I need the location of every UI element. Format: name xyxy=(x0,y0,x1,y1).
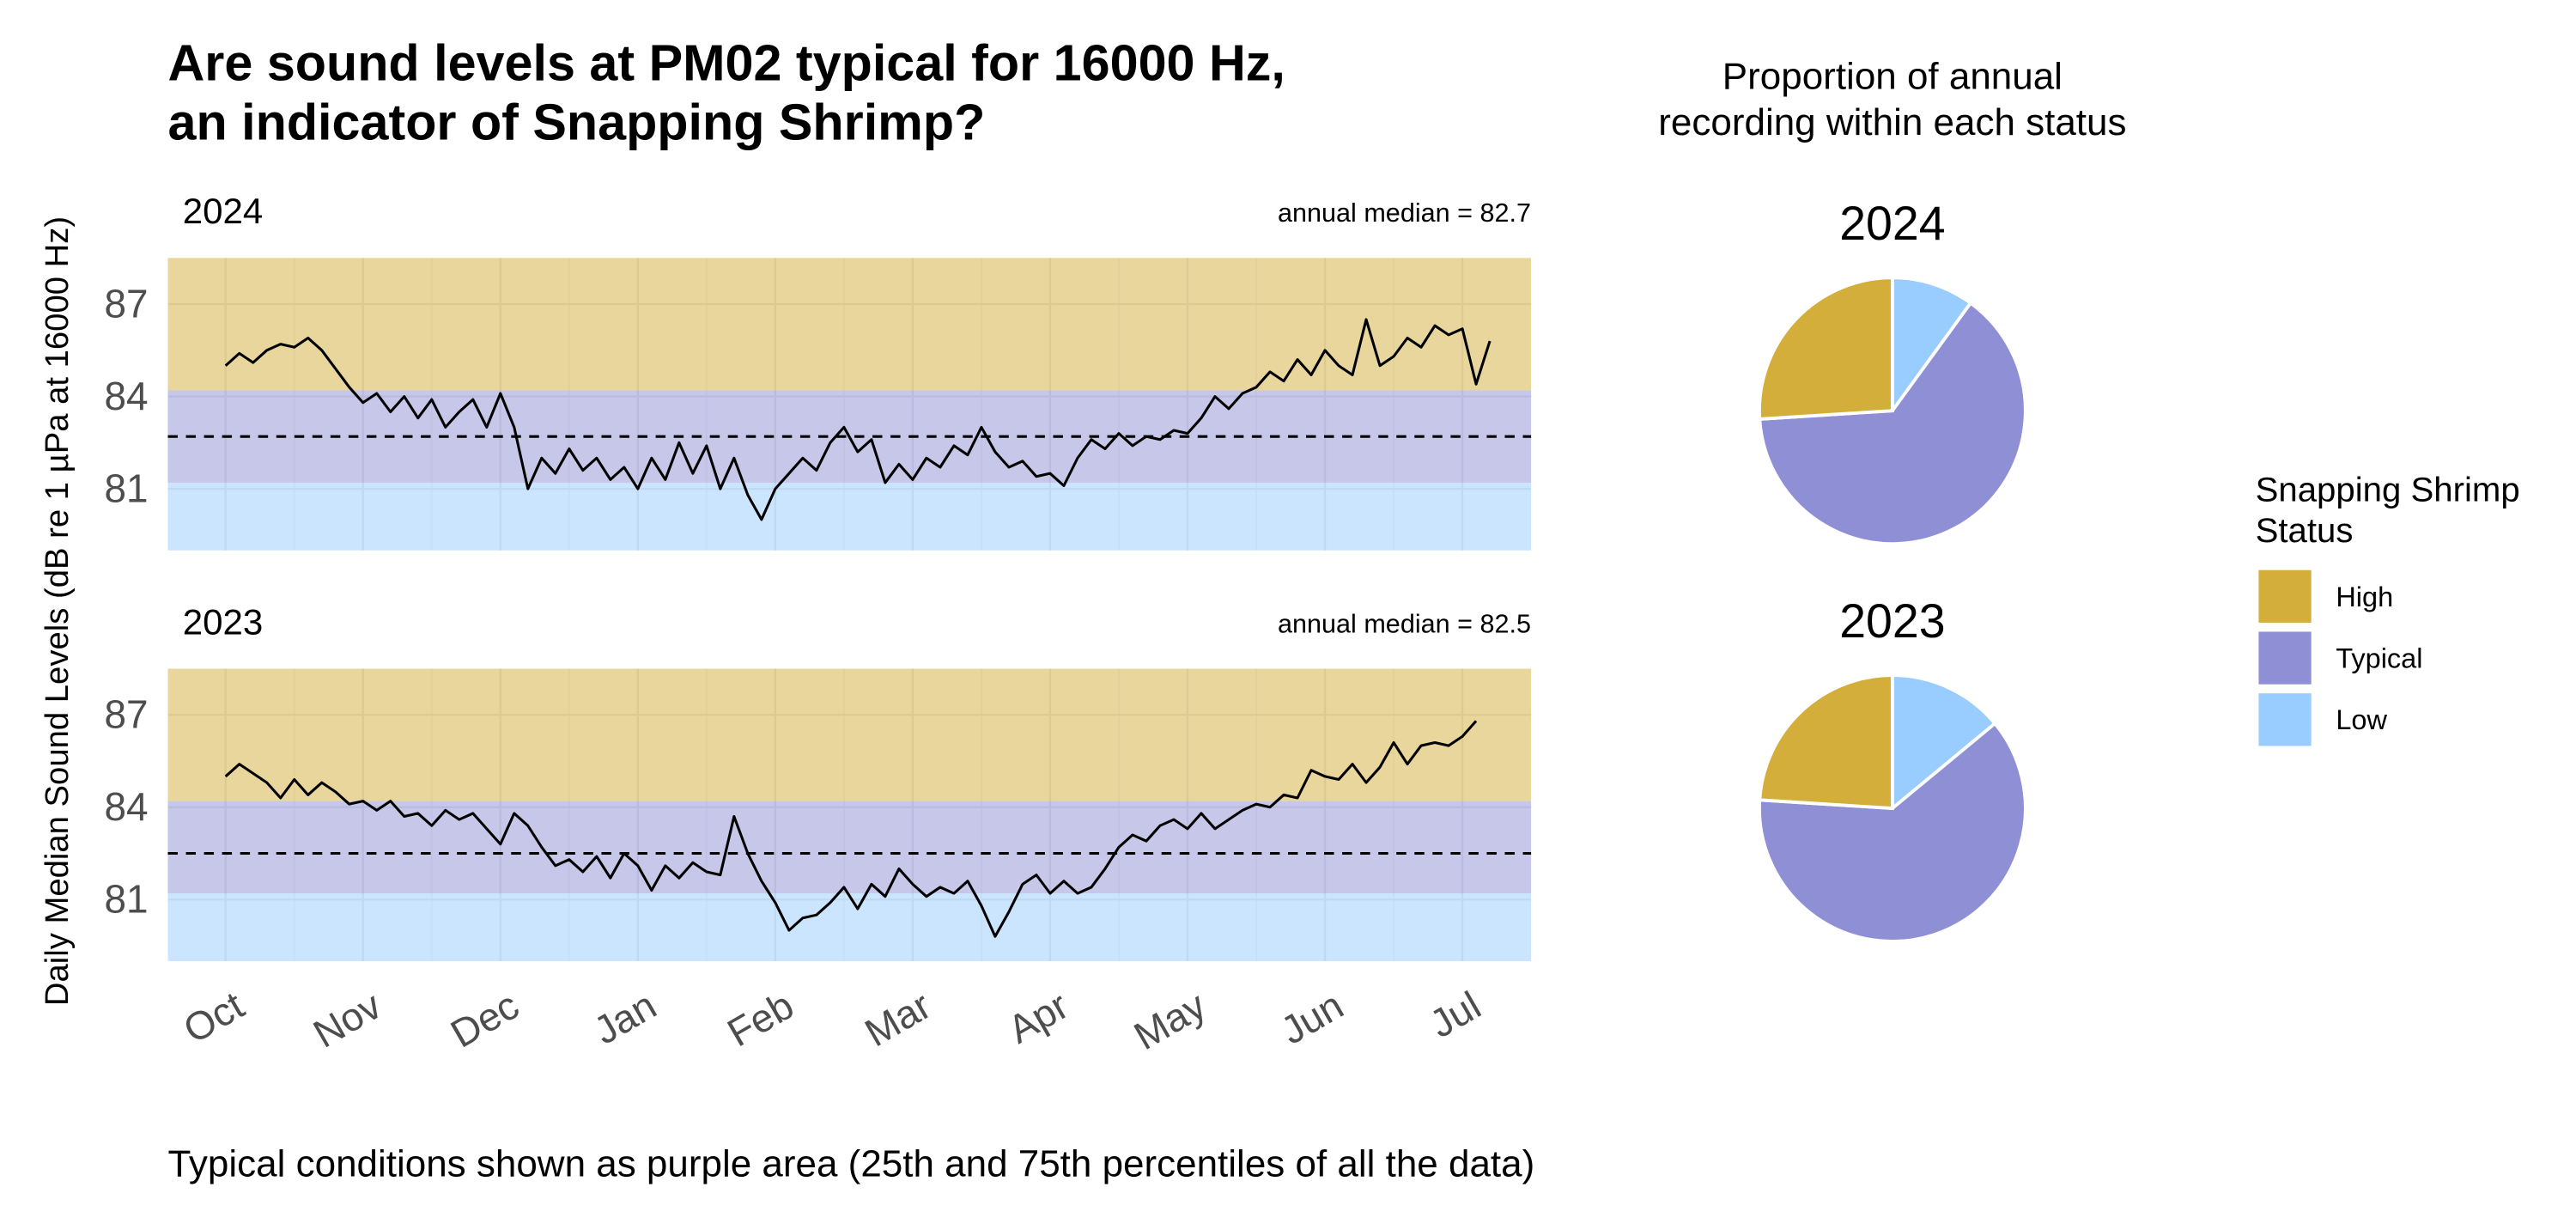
band-high xyxy=(167,258,1532,391)
legend-title: Status xyxy=(2256,511,2354,550)
caption: Typical conditions shown as purple area … xyxy=(168,1143,1535,1185)
x-tick-label: Nov xyxy=(306,983,389,1057)
x-tick-label: Jan xyxy=(586,983,664,1053)
legend-label: Low xyxy=(2336,704,2387,735)
data-line xyxy=(224,720,1478,938)
pie-heading: Proportion of annual xyxy=(1722,55,2063,97)
y-axis-label: Daily Median Sound Levels (dB re 1 µPa a… xyxy=(39,216,76,1006)
x-tick-label: Jun xyxy=(1273,983,1351,1053)
panel xyxy=(167,668,1532,961)
legend-label: Typical xyxy=(2336,643,2422,674)
facet-title: 2023 xyxy=(183,601,264,642)
legend-key xyxy=(2258,693,2312,746)
annotation: annual median = 82.5 xyxy=(1278,609,1531,638)
pie-slice xyxy=(1758,276,1894,421)
y-tick-label: 81 xyxy=(105,466,149,510)
x-tick-label: Dec xyxy=(443,983,526,1057)
band-high xyxy=(167,668,1532,801)
legend-key xyxy=(2258,631,2312,685)
y-tick-label: 84 xyxy=(105,784,149,829)
band-low xyxy=(167,482,1532,551)
pie-slice xyxy=(1890,673,1997,813)
chart-title: an indicator of Snapping Shrimp? xyxy=(168,94,986,151)
panel xyxy=(167,258,1532,551)
pie-slice xyxy=(1758,673,1894,811)
legend-title: Snapping Shrimp xyxy=(2256,470,2520,508)
legend-label: High xyxy=(2336,582,2393,612)
x-tick-label: Mar xyxy=(857,983,938,1056)
y-tick-label: 87 xyxy=(105,692,149,737)
facet-title: 2024 xyxy=(183,191,264,231)
x-tick-label: May xyxy=(1127,983,1213,1058)
pie-title: 2023 xyxy=(1839,594,1945,648)
pie-title: 2024 xyxy=(1839,197,1945,250)
annotation: annual median = 82.7 xyxy=(1278,198,1531,228)
y-tick-label: 81 xyxy=(105,877,149,922)
pie-slice xyxy=(1758,721,2027,943)
y-tick-label: 84 xyxy=(105,374,149,418)
pie-slice xyxy=(1890,276,1973,417)
legend-key xyxy=(2258,569,2312,623)
pie-slice xyxy=(1758,301,2027,546)
y-tick-label: 87 xyxy=(105,281,149,326)
band-low xyxy=(167,893,1532,961)
data-line xyxy=(224,318,1492,521)
x-tick-label: Apr xyxy=(1000,983,1076,1052)
x-tick-label: Feb xyxy=(720,983,800,1056)
band-typical xyxy=(167,801,1532,894)
chart-title: Are sound levels at PM02 typical for 160… xyxy=(168,34,1285,92)
x-tick-label: Jul xyxy=(1422,983,1488,1046)
pie-heading: recording within each status xyxy=(1658,101,2126,143)
x-tick-label: Oct xyxy=(176,983,252,1052)
